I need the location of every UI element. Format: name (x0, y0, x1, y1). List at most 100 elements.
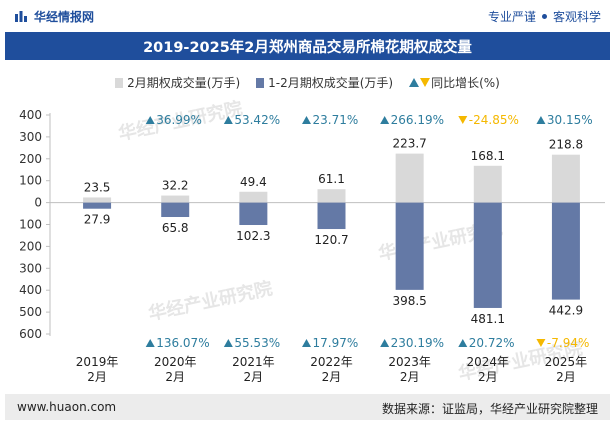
growth-label-monthly: 30.15% (547, 113, 593, 127)
bar-monthly (83, 197, 112, 203)
growth-up-triangle-icon (145, 339, 155, 347)
separator-dot-icon (541, 14, 547, 19)
growth-up-triangle-icon (302, 116, 311, 124)
footer: www.huaon.com 数据来源：证监局，华经产业研究院整理 (5, 394, 610, 420)
bar-monthly (551, 154, 580, 203)
bar-monthly (473, 165, 502, 203)
bar-chart-logo-icon (15, 11, 27, 22)
growth-up-triangle-icon (536, 116, 546, 124)
x-tick-label: 2月 (244, 370, 264, 384)
y-tick-label: 100 (19, 218, 42, 232)
x-tick-label: 2020年 (154, 355, 197, 369)
y-tick-label: 0 (34, 196, 42, 210)
legend-label-growth: 同比增长(%) (431, 76, 500, 90)
growth-up-triangle-icon (223, 339, 233, 347)
growth-down-triangle-icon (458, 116, 468, 124)
growth-label-monthly: 266.19% (391, 113, 444, 127)
bar-cumulative (395, 202, 424, 290)
growth-label-cumulative: 17.97% (313, 336, 359, 350)
x-tick-label: 2月 (478, 370, 498, 384)
x-tick-label: 2019年 (76, 355, 119, 369)
bar-monthly (161, 195, 190, 203)
growth-label-cumulative: 55.53% (234, 336, 280, 350)
x-tick-label: 2022年 (310, 355, 353, 369)
chart-title: 2019-2025年2月郑州商品交易所棉花期权成交量 (5, 32, 610, 60)
x-tick-label: 2024年 (467, 355, 510, 369)
footer-website[interactable]: www.huaon.com (17, 400, 117, 414)
y-tick-label: 200 (19, 152, 42, 166)
bar-cumulative (473, 202, 502, 308)
chart-legend: 2月期权成交量(万手) 1-2月期权成交量(万手) 同比增长(%) (0, 74, 615, 91)
legend-item-growth[interactable]: 同比增长(%) (409, 74, 500, 91)
bar-cumulative (551, 202, 580, 300)
growth-label-monthly: 36.99% (156, 113, 202, 127)
y-tick-label: 500 (19, 305, 42, 319)
brand-name: 华经情报网 (34, 9, 95, 24)
data-label-monthly: 49.4 (240, 175, 267, 189)
growth-up-triangle-icon (223, 116, 233, 124)
legend-swatch-cumulative (256, 77, 265, 88)
growth-down-triangle-icon (420, 78, 431, 87)
y-tick-label: 300 (19, 130, 42, 144)
legend-item-cumulative[interactable]: 1-2月期权成交量(万手) (256, 74, 393, 91)
growth-up-triangle-icon (409, 78, 420, 87)
growth-up-triangle-icon (380, 339, 390, 347)
footer-source: 数据来源：证监局，华经产业研究院整理 (381, 402, 598, 416)
data-label-cumulative: 27.9 (84, 213, 111, 227)
growth-up-triangle-icon (458, 339, 468, 347)
growth-label-cumulative: 136.07% (156, 336, 209, 350)
data-label-cumulative: 442.9 (549, 304, 583, 318)
growth-down-triangle-icon (536, 339, 546, 347)
y-tick-label: 100 (19, 174, 42, 188)
growth-label-cumulative: 230.19% (391, 336, 444, 350)
bar-cumulative (317, 202, 346, 230)
bar-cumulative (83, 202, 112, 209)
growth-label-cumulative: 20.72% (469, 336, 515, 350)
y-tick-label: 400 (19, 108, 42, 122)
bar-cumulative (161, 202, 190, 218)
data-label-cumulative: 398.5 (392, 294, 426, 308)
x-tick-label: 2月 (556, 370, 576, 384)
y-tick-label: 200 (19, 239, 42, 253)
growth-label-monthly: 53.42% (234, 113, 280, 127)
x-tick-label: 2月 (400, 370, 420, 384)
data-label-monthly: 223.7 (392, 137, 426, 151)
watermark-text-2: 华经产业研究院 (146, 277, 274, 325)
bar-monthly (317, 189, 346, 203)
growth-label-cumulative: -7.94% (547, 336, 589, 350)
bar-monthly (239, 191, 268, 203)
data-label-monthly: 218.8 (549, 138, 583, 152)
bar-cumulative (239, 202, 268, 226)
legend-swatch-monthly (115, 77, 124, 88)
data-label-cumulative: 481.1 (471, 312, 505, 326)
y-tick-label: 400 (19, 283, 42, 297)
legend-label-cumulative: 1-2月期权成交量(万手) (268, 76, 394, 90)
legend-item-monthly[interactable]: 2月期权成交量(万手) (115, 74, 240, 91)
data-label-monthly: 168.1 (471, 149, 505, 163)
data-label-monthly: 61.1 (318, 172, 345, 186)
data-label-monthly: 23.5 (84, 180, 111, 194)
growth-up-triangle-icon (380, 116, 390, 124)
tagline-right: 客观科学 (552, 10, 601, 24)
x-tick-label: 2021年 (232, 355, 275, 369)
top-bar: 华经情报网 专业严谨 客观科学 (0, 0, 615, 32)
y-tick-label: 300 (19, 261, 42, 275)
growth-label-monthly: 23.71% (313, 113, 359, 127)
growth-up-triangle-icon (302, 339, 311, 347)
growth-up-triangle-icon (145, 116, 155, 124)
brand[interactable]: 华经情报网 (14, 8, 94, 24)
x-tick-label: 2月 (165, 370, 185, 384)
bar-monthly (395, 153, 424, 203)
data-label-cumulative: 102.3 (236, 229, 270, 243)
tagline: 专业严谨 客观科学 (488, 8, 601, 25)
data-label-cumulative: 120.7 (314, 233, 348, 247)
x-tick-label: 2025年 (545, 355, 588, 369)
data-label-cumulative: 65.8 (162, 221, 189, 235)
x-tick-label: 2月 (322, 370, 342, 384)
x-tick-label: 2月 (87, 370, 107, 384)
growth-label-monthly: -24.85% (469, 113, 519, 127)
data-label-monthly: 32.2 (162, 179, 189, 193)
x-tick-label: 2023年 (388, 355, 431, 369)
